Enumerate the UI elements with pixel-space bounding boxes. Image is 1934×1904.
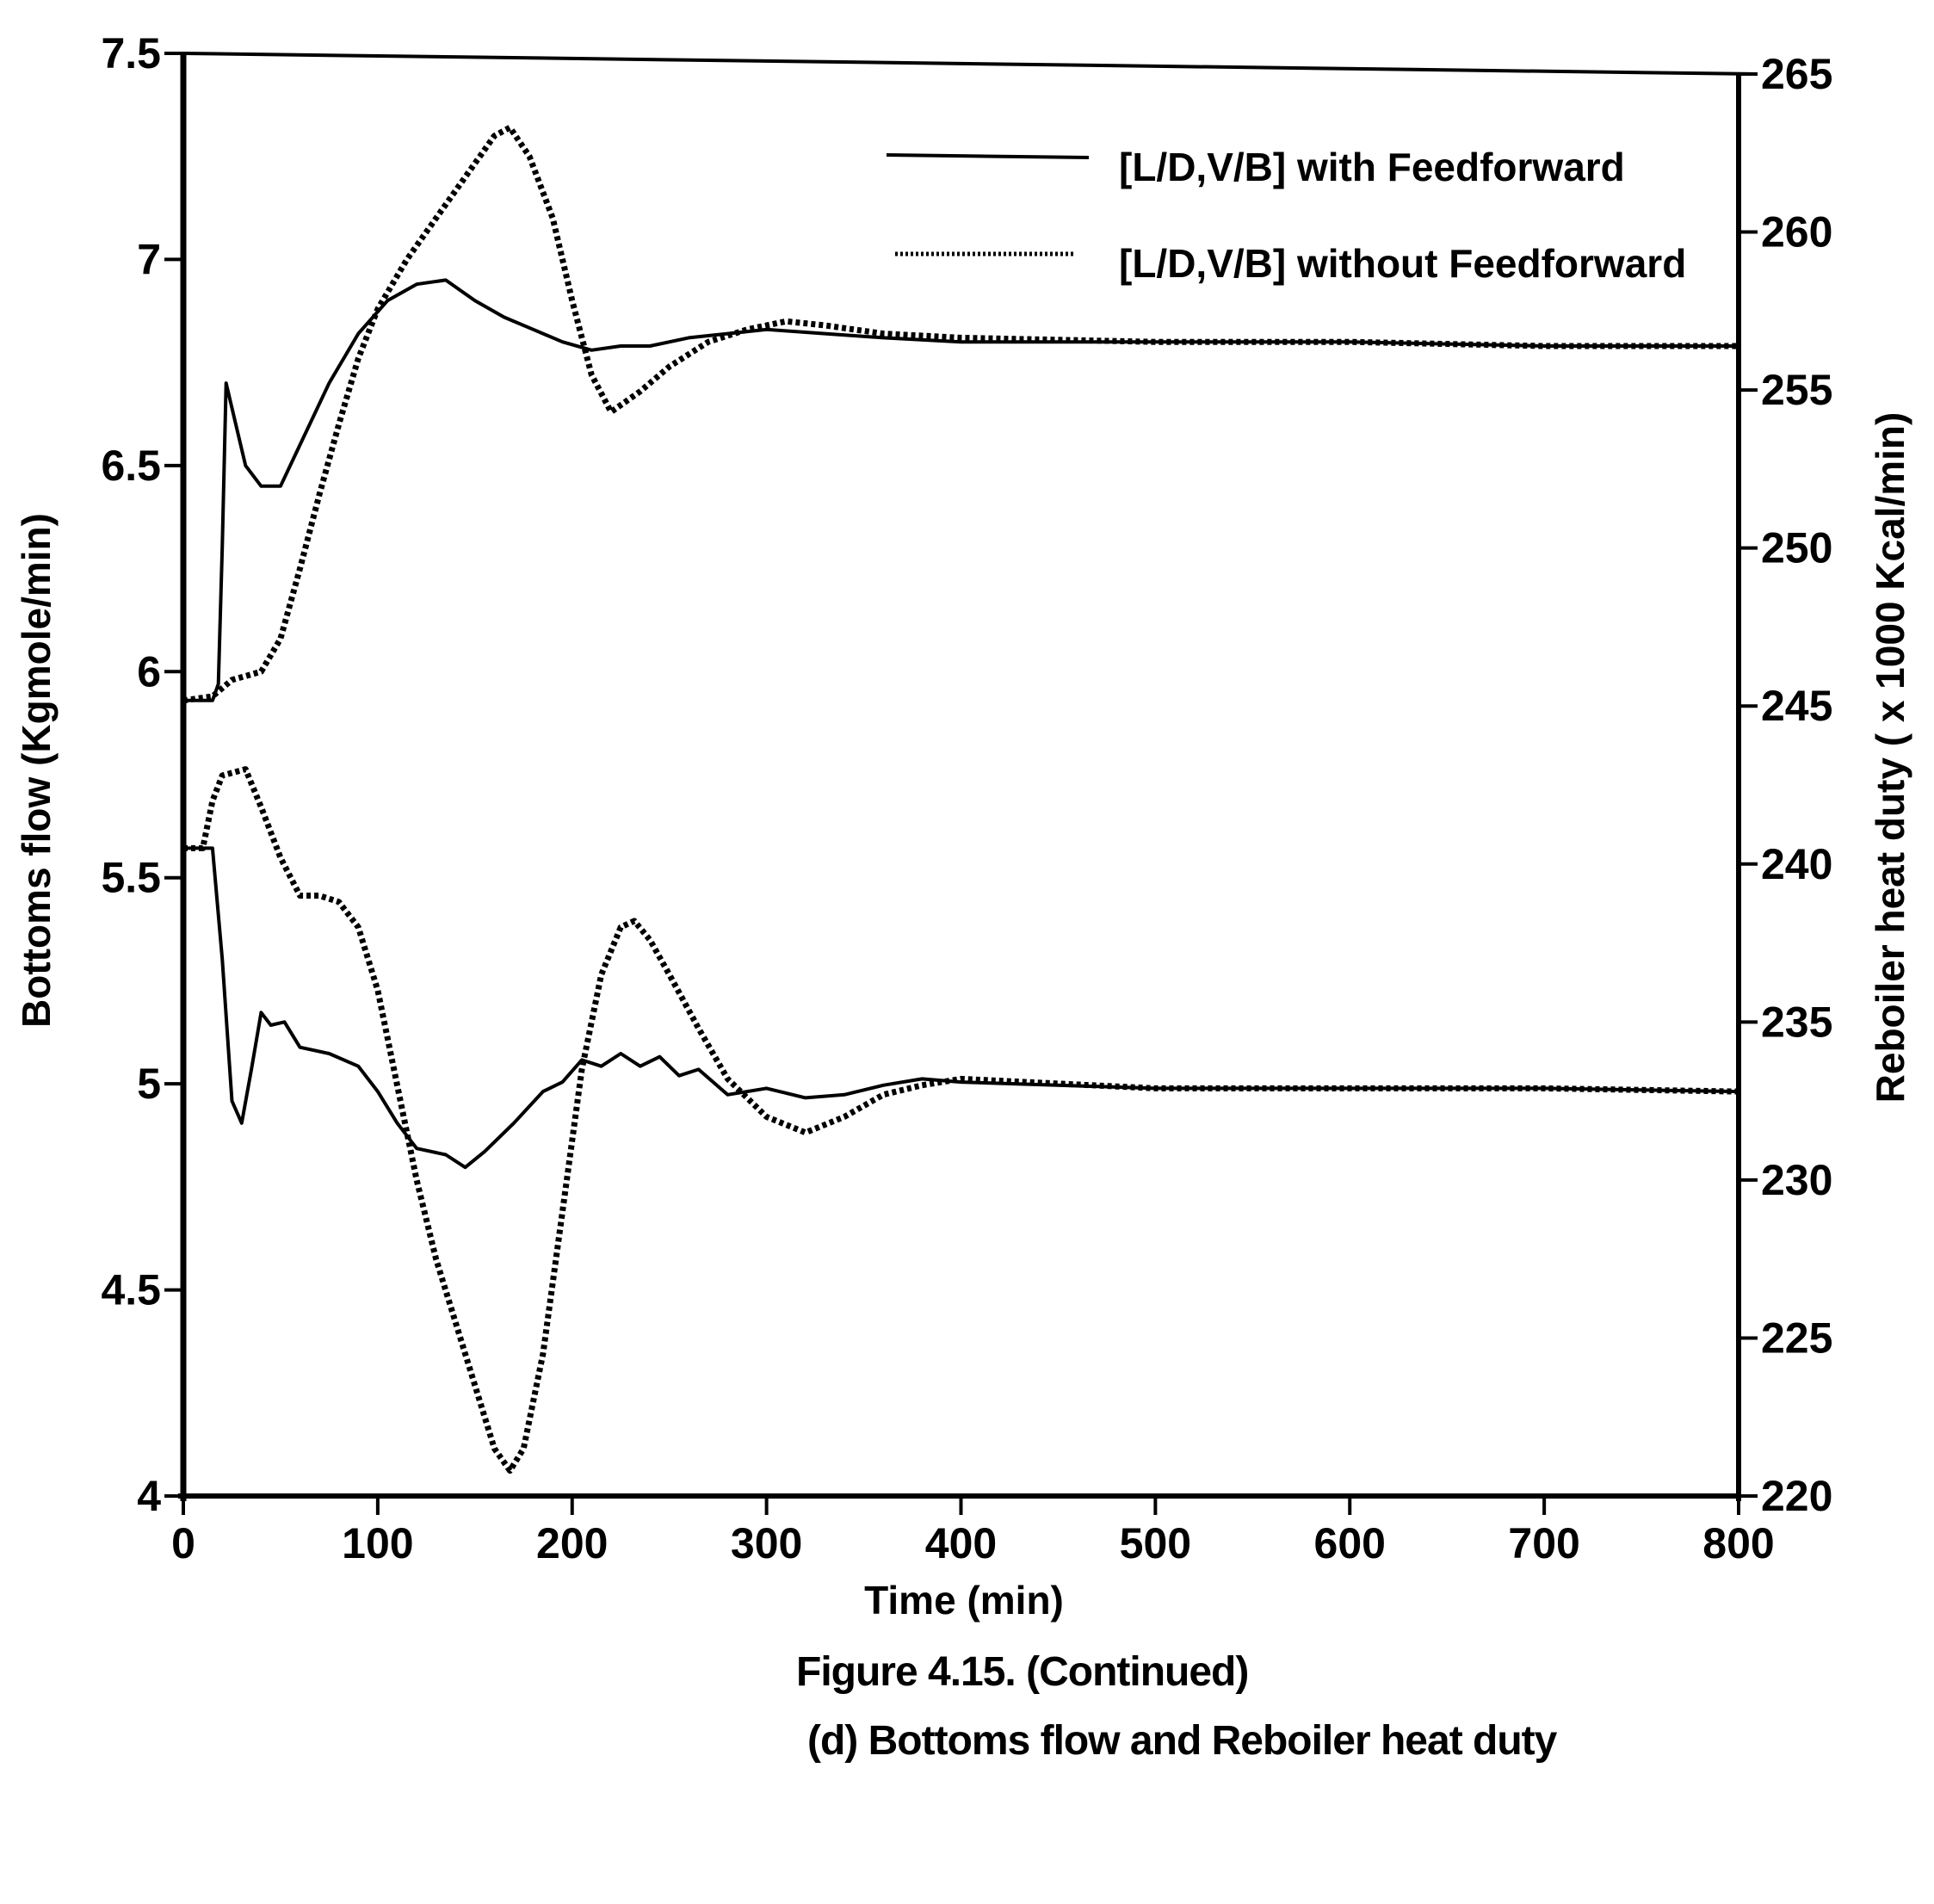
x-tick-label: 800 xyxy=(1702,1519,1774,1567)
y-tick-label: 6 xyxy=(137,647,161,695)
legend-label-without-feedforward: [L/D,V/B] without Feedforward xyxy=(1119,241,1686,286)
legend-label-with-feedforward: [L/D,V/B] with Feedforward xyxy=(1119,145,1625,189)
plot-top-border xyxy=(182,52,1757,76)
series-with-feedforward-bottoms-flow xyxy=(183,278,1739,702)
y2-tick-label: 250 xyxy=(1761,524,1832,572)
legend: [L/D,V/B] with Feedforward [L/D,V/B] wit… xyxy=(886,145,1686,286)
y-tick-label: 7 xyxy=(137,235,161,283)
y-tick-label: 4.5 xyxy=(101,1266,161,1314)
y2-tick-label: 220 xyxy=(1761,1472,1832,1520)
x-tick-label: 0 xyxy=(171,1519,195,1567)
y2-tick-label: 265 xyxy=(1761,50,1832,98)
y-axis-left-title: Bottoms flow (Kgmole/min) xyxy=(14,513,59,1028)
x-tick-label: 200 xyxy=(536,1519,608,1567)
series-with-feedforward-reboiler-duty xyxy=(183,846,1739,1170)
y2-tick-label: 225 xyxy=(1761,1314,1832,1362)
y-tick-label: 5 xyxy=(137,1060,161,1108)
x-axis-title: Time (min) xyxy=(864,1578,1064,1623)
y2-tick-label: 230 xyxy=(1761,1156,1832,1204)
x-tick-label: 600 xyxy=(1314,1519,1386,1567)
x-tick-label: 100 xyxy=(342,1519,413,1567)
x-tick-label: 300 xyxy=(731,1519,802,1567)
y2-tick-label: 240 xyxy=(1761,840,1832,888)
series-lines xyxy=(182,124,1739,1474)
plot-frame xyxy=(178,52,1757,1501)
y2-tick-label: 260 xyxy=(1761,208,1832,257)
series-without-feedforward-reboiler-duty xyxy=(183,766,1739,1474)
y-tick-label: 7.5 xyxy=(101,29,161,77)
y-tick-label: 6.5 xyxy=(101,442,161,490)
y-tick-label: 4 xyxy=(137,1472,161,1520)
y-axis-right-ticks: 220 225 230 235 240 245 250 255 260 265 xyxy=(1739,50,1832,1520)
x-tick-label: 400 xyxy=(925,1519,997,1567)
series-without-feedforward-bottoms-flow xyxy=(182,124,1739,704)
figure-caption-title: Figure 4.15. (Continued) xyxy=(796,1649,1249,1695)
x-tick-label: 700 xyxy=(1508,1519,1579,1567)
y2-tick-label: 245 xyxy=(1761,682,1832,730)
legend-swatch-solid xyxy=(886,153,1090,159)
x-tick-label: 500 xyxy=(1120,1519,1191,1567)
figure-caption-subtitle: (d) Bottoms flow and Reboiler heat duty xyxy=(807,1718,1557,1764)
y-axis-left-ticks: 4 4.5 5 5.5 6 6.5 7 7.5 xyxy=(101,29,183,1520)
y2-tick-label: 255 xyxy=(1761,366,1832,414)
y2-tick-label: 235 xyxy=(1761,998,1832,1046)
y-axis-right-title: Reboiler heat duty ( x 1000 Kcal/min) xyxy=(1868,412,1912,1103)
y-tick-label: 5.5 xyxy=(101,854,161,902)
x-axis-ticks: 0 100 200 300 400 500 600 700 800 xyxy=(171,1496,1775,1567)
